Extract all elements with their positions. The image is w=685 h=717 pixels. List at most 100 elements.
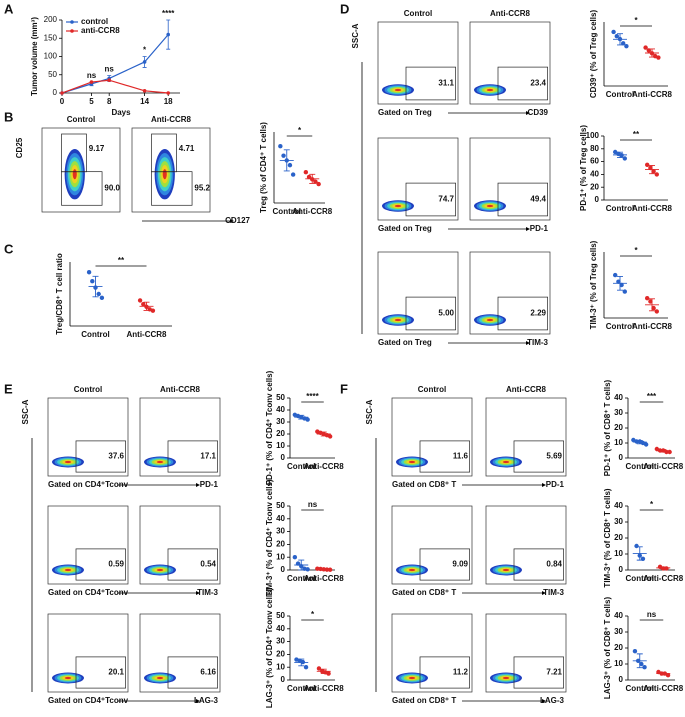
significance: ns xyxy=(647,610,657,619)
gate xyxy=(61,171,103,206)
mean-sd xyxy=(645,298,659,312)
point xyxy=(313,179,318,184)
point xyxy=(664,566,669,571)
annotation: ns xyxy=(87,71,97,80)
marker-label: TIM-3 xyxy=(197,588,218,597)
significance: * xyxy=(634,16,638,25)
point xyxy=(96,291,101,297)
y-tick-label: 30 xyxy=(614,408,623,417)
point xyxy=(622,156,627,161)
point xyxy=(318,566,323,572)
arrow-head xyxy=(196,591,200,595)
line xyxy=(61,79,169,94)
significance: ns xyxy=(308,500,318,509)
y-axis-label: PD-1⁺ (% of CD8⁺ T cells) xyxy=(603,379,612,476)
gate-percent: 5.69 xyxy=(546,452,562,461)
y-tick-label: 50 xyxy=(276,501,285,510)
x-tick-label: Control xyxy=(626,574,654,583)
line xyxy=(61,34,169,94)
x-axis-label: Days xyxy=(111,108,131,117)
y-tick-label: 80 xyxy=(590,144,599,153)
point xyxy=(90,279,95,284)
gate-label: Gated on CD8⁺ T xyxy=(392,588,456,597)
point xyxy=(306,174,312,180)
point xyxy=(295,561,301,566)
y-tick-label: 40 xyxy=(276,405,285,414)
point xyxy=(654,172,659,177)
density xyxy=(486,318,494,322)
group-label: Control xyxy=(404,9,432,18)
density xyxy=(156,676,164,680)
density xyxy=(156,460,164,464)
gate xyxy=(419,548,470,581)
point xyxy=(300,659,306,665)
x-tick-label: Control xyxy=(81,330,109,339)
point xyxy=(664,449,669,455)
y-tick-label: 0 xyxy=(281,565,286,574)
point xyxy=(613,149,618,155)
gate-percent: 74.7 xyxy=(438,195,454,204)
annotation: ns xyxy=(105,65,115,74)
gate-percent: 23.4 xyxy=(530,79,546,88)
point xyxy=(316,666,322,671)
y-tick-label: 10 xyxy=(614,549,623,558)
group-label: Anti-CCR8 xyxy=(490,9,531,18)
marker-label: CD39 xyxy=(528,108,549,117)
y-tick-label: 10 xyxy=(614,438,623,447)
point xyxy=(137,298,143,303)
gate-percent: 4.71 xyxy=(179,144,195,153)
gate xyxy=(497,182,548,217)
gate-percent: 11.2 xyxy=(453,668,469,677)
point xyxy=(144,304,149,309)
point xyxy=(654,309,659,314)
gate xyxy=(167,440,218,473)
x-tick-label: Anti-CCR8 xyxy=(643,684,684,693)
y-axis-label: SSC-A xyxy=(351,23,360,48)
y-tick-label: 0 xyxy=(281,453,286,462)
x-tick-label: Anti-CCR8 xyxy=(643,574,684,583)
y-axis-label: TIM-3⁺ (% of Treg cells) xyxy=(589,240,598,329)
y-tick-label: 0 xyxy=(619,565,624,574)
point xyxy=(639,661,644,667)
x-tick-label: Control xyxy=(273,207,301,216)
point xyxy=(634,439,639,444)
x-tick-label: Anti-CCR8 xyxy=(304,574,345,583)
gate xyxy=(75,656,126,689)
point xyxy=(643,442,649,447)
y-tick-label: 30 xyxy=(276,527,285,536)
y-axis-label: SSC-A xyxy=(365,399,374,424)
point xyxy=(659,671,664,676)
point xyxy=(661,566,666,571)
y-tick-label: 30 xyxy=(276,637,285,646)
y-tick-label: 20 xyxy=(590,182,599,191)
y-axis-label: Treg (% of CD4⁺ T cells) xyxy=(259,122,268,213)
point xyxy=(292,555,298,560)
gate-percent: 20.1 xyxy=(108,668,124,677)
gate xyxy=(513,440,564,473)
x-tick-label: 5 xyxy=(89,97,94,106)
y-tick-label: 0 xyxy=(281,675,286,684)
x-tick-label: Anti-CCR8 xyxy=(292,207,333,216)
y-tick-label: 30 xyxy=(614,517,623,526)
legend-label: anti-CCR8 xyxy=(81,26,120,35)
arrow-head xyxy=(230,219,234,223)
gate-percent: 0.54 xyxy=(200,560,216,569)
group-label: Anti-CCR8 xyxy=(151,115,192,124)
point xyxy=(327,434,333,439)
point xyxy=(107,78,111,83)
x-tick-label: Control xyxy=(626,684,654,693)
y-axis-label: PD-1⁺ (% of Treg cells) xyxy=(579,125,588,211)
group-label: Control xyxy=(74,385,102,394)
point xyxy=(657,448,663,453)
significance: **** xyxy=(306,392,319,401)
gate xyxy=(513,656,564,689)
point xyxy=(141,302,146,307)
point xyxy=(611,29,616,35)
point xyxy=(619,282,624,288)
x-tick-label: Anti-CCR8 xyxy=(632,204,673,213)
marker-label: PD-1 xyxy=(530,224,549,233)
gate-label: Gated on Treg xyxy=(378,224,432,233)
y-axis-label: CD39⁺ (% of Treg cells) xyxy=(589,10,598,99)
y-tick-label: 0 xyxy=(619,453,624,462)
gate-percent: 5.00 xyxy=(438,309,454,318)
